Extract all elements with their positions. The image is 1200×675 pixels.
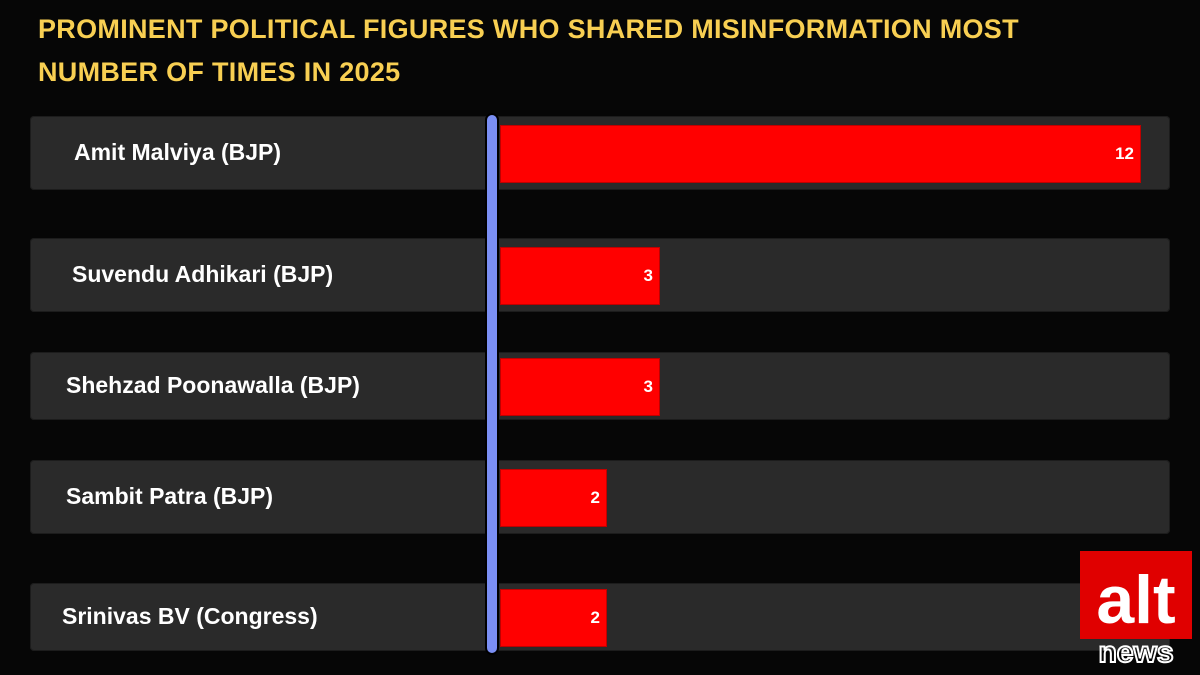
bar-value-label: 12: [1115, 144, 1134, 163]
bar: [500, 125, 1141, 183]
bar: [500, 589, 607, 647]
logo-text-alt: alt: [1096, 562, 1175, 638]
bar-value-label: 3: [643, 266, 653, 285]
category-label: Sambit Patra (BJP): [66, 483, 274, 509]
category-label: Amit Malviya (BJP): [74, 139, 282, 165]
bar: [500, 247, 660, 305]
category-label: Srinivas BV (Congress): [62, 603, 318, 629]
bar: [500, 358, 660, 416]
alt-news-logo-icon: alt news: [1080, 551, 1192, 665]
category-label: Suvendu Adhikari (BJP): [72, 261, 334, 287]
bar-value-label: 2: [590, 488, 600, 507]
category-label: Shehzad Poonawalla (BJP): [66, 372, 360, 398]
bar-value-label: 3: [643, 377, 653, 396]
bar-value-label: 2: [590, 608, 600, 627]
bar: [500, 469, 607, 527]
chart-title: PROMINENT POLITICAL FIGURES WHO SHARED M…: [38, 14, 1019, 87]
category-axis-line: [485, 113, 499, 655]
logo-text-news: news: [1098, 636, 1173, 665]
